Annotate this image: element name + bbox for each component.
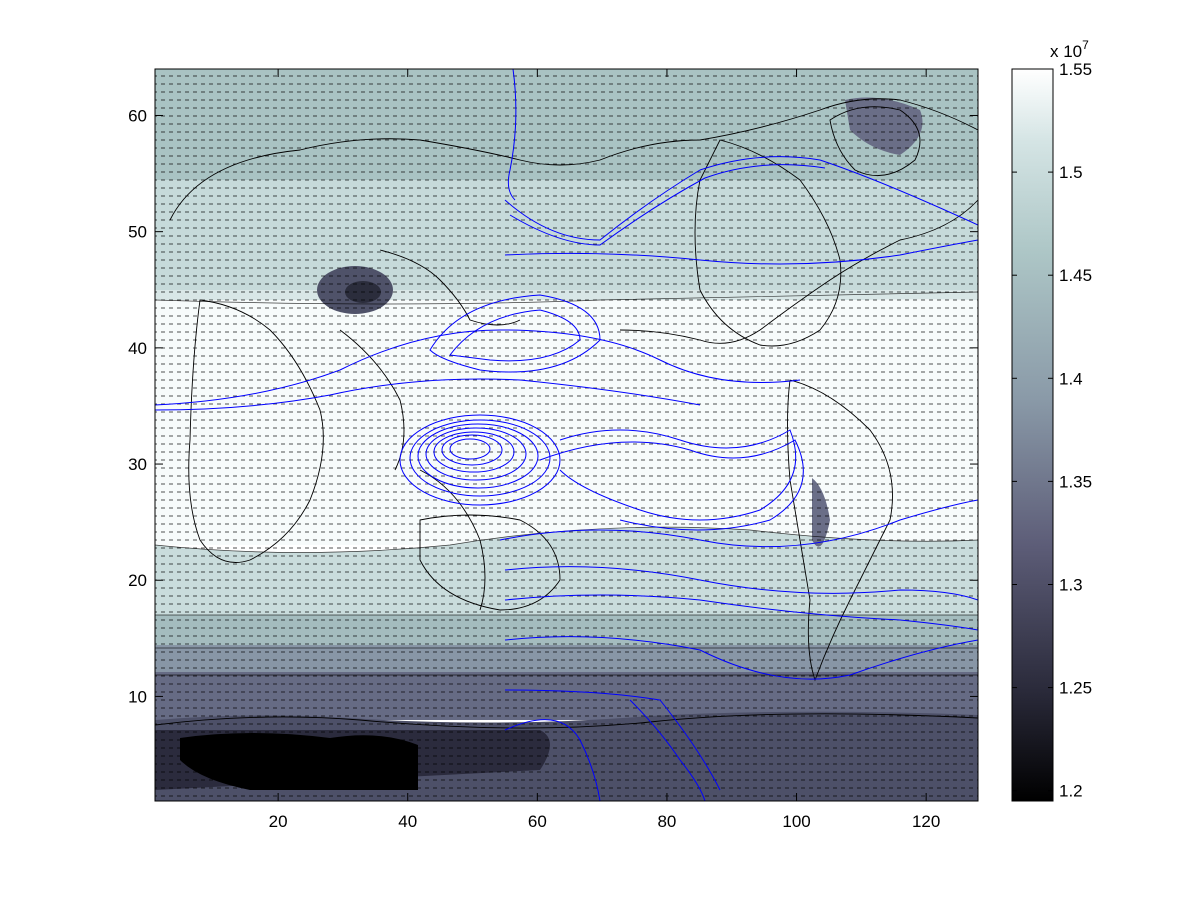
streamline-wave-2 [539, 439, 804, 531]
wind-vectors [155, 69, 978, 801]
vortex-ring-3 [417, 423, 539, 489]
colorbar-frame [1011, 68, 1054, 802]
coastline-africa [188, 299, 324, 563]
streamline-11 [629, 699, 706, 801]
x-tick-label: 100 [782, 812, 810, 831]
x-tick-label: 60 [528, 812, 547, 831]
coastline-australia [419, 514, 561, 611]
x-tick-label: 40 [398, 812, 417, 831]
coastline-greenland [829, 106, 921, 177]
quiver-layer [155, 69, 978, 801]
streamline-layer [155, 69, 978, 801]
streamline-8 [504, 636, 978, 680]
streamline-9 [504, 689, 721, 791]
streamline-6 [504, 566, 978, 601]
coastline-layer [155, 98, 978, 729]
x-tick-label: 20 [269, 812, 288, 831]
streamline-12 [507, 69, 517, 201]
plot-frame [154, 68, 979, 802]
contour-line-1 [155, 291, 978, 305]
coastline-north-america [694, 139, 842, 347]
colorbar-tick-label: 1.25 [1059, 679, 1092, 698]
colorbar-axis: 1.2 1.25 1.3 1.35 1.4 1.45 1.5 1.55 [1012, 60, 1092, 801]
colorbar-exponent: x 107 [1050, 38, 1089, 61]
streamline-wave-3 [499, 499, 978, 548]
coastline-south-america [787, 379, 893, 682]
vortex-ring-7 [449, 438, 491, 460]
colorbar-tick-label: 1.55 [1059, 60, 1092, 79]
contour-line-2 [155, 526, 978, 553]
vortex-ring-5 [433, 431, 515, 473]
coastline-europe [379, 249, 521, 326]
streamline-4 [155, 329, 801, 406]
contour-lines [155, 291, 978, 676]
colorbar-tick-label: 1.2 [1059, 782, 1083, 801]
streamline-10 [504, 719, 601, 801]
streamline-loop-2 [449, 309, 581, 362]
colorbar-tick-label: 1.35 [1059, 472, 1092, 491]
streamline-vortex [399, 414, 561, 506]
streamline-wave-1 [559, 429, 797, 521]
vortex-ring-2 [409, 419, 551, 497]
streamline-5 [155, 378, 701, 411]
colorbar-exponent-base: x 10 [1050, 42, 1082, 61]
vortex-ring-6 [441, 434, 503, 466]
coastline-antarctica [155, 713, 978, 729]
streamline-7 [504, 594, 978, 631]
streamline-2 [509, 164, 826, 246]
y-tick-label: 20 [128, 571, 147, 590]
y-tick-label: 50 [128, 223, 147, 242]
vortex-ring-4 [425, 427, 527, 481]
vortex-ring-1 [399, 414, 561, 506]
coastline-eurasia [169, 98, 978, 344]
x-tick-label: 120 [912, 812, 940, 831]
colorbar-exponent-power: 7 [1082, 38, 1089, 52]
colorbar: 1.2 1.25 1.3 1.35 1.4 1.45 1.5 1.55 x 107 [1011, 38, 1092, 802]
x-axis: 20 40 60 80 100 120 [269, 69, 940, 831]
colorbar-gradient [1012, 69, 1053, 801]
y-tick-label: 60 [128, 106, 147, 125]
y-tick-label: 30 [128, 455, 147, 474]
streamline-1 [504, 156, 978, 241]
plot-area [155, 69, 978, 801]
colorbar-tick-label: 1.5 [1059, 163, 1083, 182]
x-tick-label: 80 [657, 812, 676, 831]
colorbar-tick-label: 1.4 [1059, 369, 1083, 388]
streamline-3 [504, 239, 978, 265]
y-axis: 10 20 30 40 50 60 [128, 106, 978, 706]
colorbar-tick-label: 1.3 [1059, 575, 1083, 594]
colorbar-tick-label: 1.45 [1059, 266, 1092, 285]
y-tick-label: 10 [128, 687, 147, 706]
y-tick-label: 40 [128, 339, 147, 358]
